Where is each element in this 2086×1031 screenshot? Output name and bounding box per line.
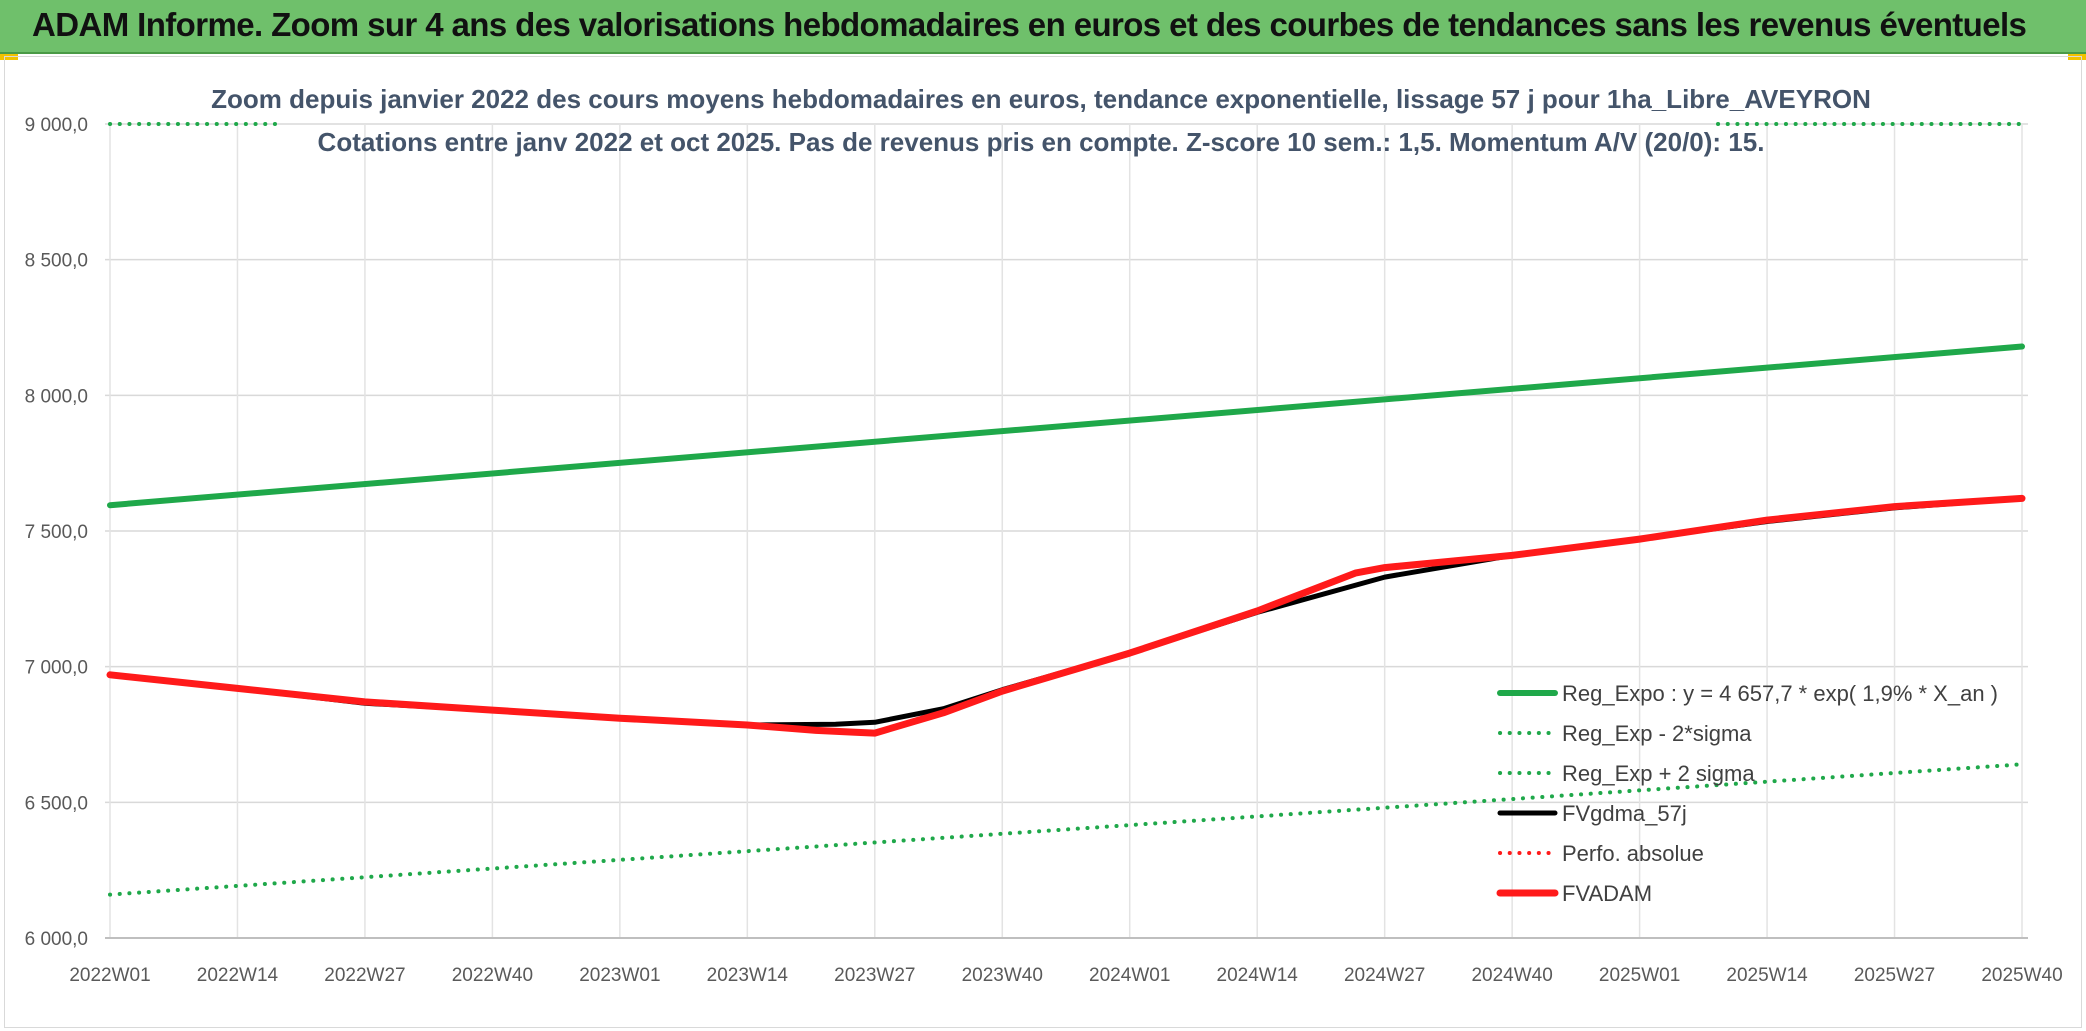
report-title: ADAM Informe. Zoom sur 4 ans des valoris… — [32, 6, 2027, 43]
x-tick-label: 2024W14 — [1217, 965, 1299, 986]
axis-labels: 9 000,0 8 500,0 8 000,0 7 500,0 7 000,0 6 500… — [25, 115, 2063, 986]
y-tick-label: 7 000,0 — [25, 658, 88, 679]
legend-label: Reg_Expo : y = 4 657,7 * exp( 1,9% * X_a… — [1562, 681, 1998, 706]
y-tick-label: 6 000,0 — [25, 929, 88, 950]
x-tick-label: 2024W01 — [1089, 965, 1170, 986]
series-line-reg-exp-2-sigma — [108, 762, 2024, 897]
legend-label: Perfo. absolue — [1562, 841, 1704, 866]
legend-label: FVgdma_57j — [1562, 801, 1687, 826]
x-tick-label: 2022W27 — [324, 965, 405, 986]
x-tick-label: 2025W40 — [1981, 965, 2062, 986]
x-tick-label: 2024W27 — [1344, 965, 1425, 986]
y-tick-label: 8 000,0 — [25, 386, 88, 407]
x-tick-label: 2025W14 — [1726, 965, 1808, 986]
legend-label: Reg_Exp + 2 sigma — [1562, 761, 1755, 786]
report-banner: ADAM Informe. Zoom sur 4 ans des valoris… — [0, 0, 2086, 54]
series-layer — [106, 122, 2026, 897]
x-tick-label: 2025W27 — [1854, 965, 1935, 986]
series-line-fvadam — [106, 494, 2026, 737]
y-tick-label: 8 500,0 — [25, 251, 88, 272]
legend-label: Reg_Exp - 2*sigma — [1562, 721, 1752, 746]
x-tick-label: 2022W40 — [452, 965, 533, 986]
y-tick-label: 6 500,0 — [25, 793, 88, 814]
x-tick-label: 2023W01 — [579, 965, 660, 986]
x-tick-label: 2024W40 — [1471, 965, 1552, 986]
legend: Reg_Expo : y = 4 657,7 * exp( 1,9% * X_a… — [1496, 681, 1998, 906]
x-tick-label: 2023W14 — [707, 965, 789, 986]
y-tick-label: 7 500,0 — [25, 522, 88, 543]
corner-marker-right — [2068, 54, 2086, 60]
x-tick-label: 2025W01 — [1599, 965, 1680, 986]
legend-label: FVADAM — [1562, 881, 1652, 906]
series-line-reg-expo-y-4-657-7-exp-1-9-x-an — [107, 343, 2025, 509]
x-tick-label: 2023W27 — [834, 965, 915, 986]
x-tick-label: 2022W01 — [69, 965, 150, 986]
gridlines — [105, 123, 2028, 939]
chart-frame — [4, 56, 2082, 1028]
chart-title: Zoom depuis janvier 2022 des cours moyen… — [211, 84, 1871, 114]
chart-subtitle: Cotations entre janv 2022 et oct 2025. P… — [318, 127, 1765, 157]
x-tick-label: 2022W14 — [197, 965, 279, 986]
corner-marker-left — [0, 54, 18, 60]
y-tick-label: 9 000,0 — [25, 115, 88, 136]
x-tick-label: 2023W40 — [962, 965, 1043, 986]
